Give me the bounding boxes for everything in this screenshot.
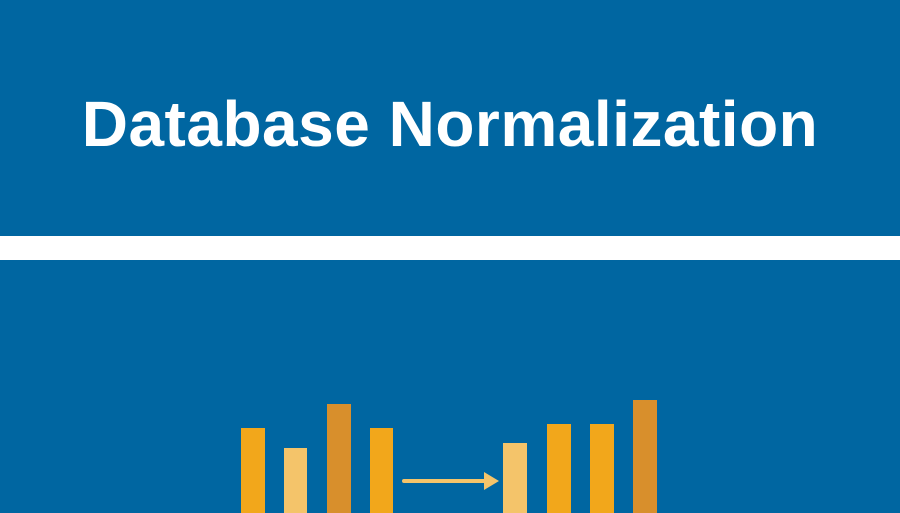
left-bar-3 — [327, 404, 351, 513]
right-bar-group — [503, 400, 657, 513]
left-bar-1 — [241, 428, 265, 513]
left-bar-group — [241, 404, 393, 513]
left-bar-2 — [284, 448, 307, 513]
arrow-icon — [402, 472, 499, 490]
page-title: Database Normalization — [81, 88, 819, 160]
title-panel: Database Normalization — [0, 0, 900, 236]
right-bar-1 — [503, 443, 527, 513]
arrow-head — [484, 472, 499, 490]
right-bar-3 — [590, 424, 614, 513]
right-bar-4 — [633, 400, 657, 513]
horizontal-divider — [0, 236, 900, 260]
illustration-panel — [0, 260, 900, 513]
right-bar-2 — [547, 424, 571, 513]
left-bar-4 — [370, 428, 393, 513]
